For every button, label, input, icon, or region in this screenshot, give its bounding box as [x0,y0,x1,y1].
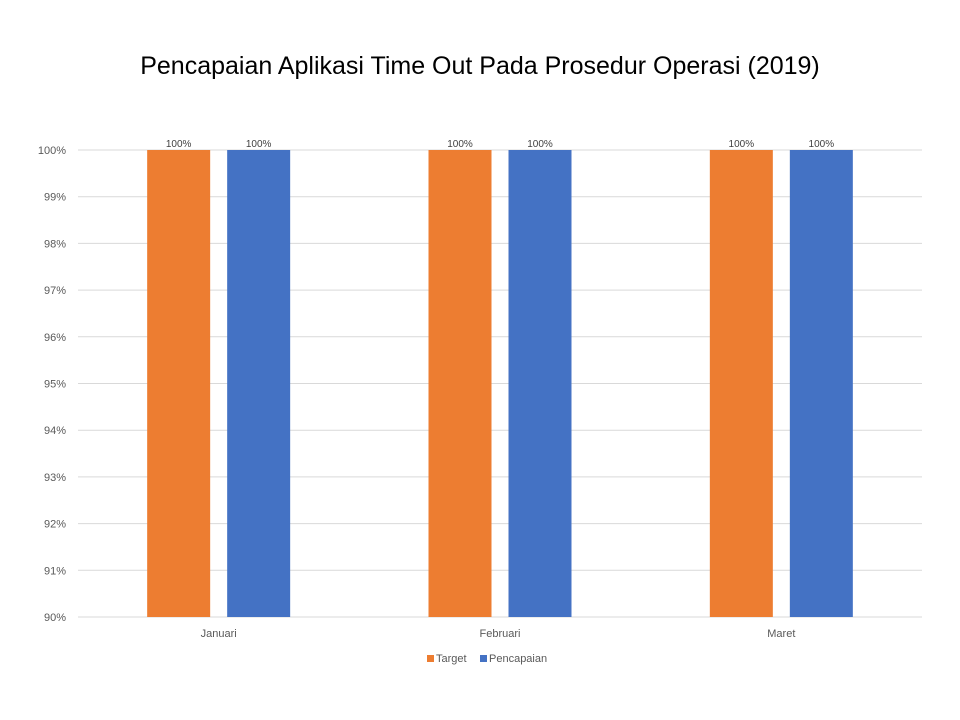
gridlines [78,149,922,618]
data-label: 100% [527,139,553,150]
y-tick-label: 99% [44,192,66,204]
bar-target-februari [428,150,492,617]
y-tick-label: 92% [44,519,66,531]
y-tick-label: 91% [44,565,66,577]
legend-swatch-target [427,655,434,662]
bar-target-maret [709,150,773,617]
bar-pencapaian-februari [508,150,572,617]
y-tick-label: 98% [44,238,66,250]
bar-pencapaian-januari [227,150,291,617]
y-tick-label: 95% [44,379,66,391]
x-tick-label: Januari [201,628,237,640]
bar-target-januari [147,150,211,617]
data-label: 100% [166,139,192,150]
y-axis-tick-labels: 90% 91% 92% 93% 94% 95% 96% 97% 98% 99% 100% [38,145,66,624]
x-tick-label: Maret [767,628,795,640]
bar-pencapaian-maret [789,150,853,617]
x-tick-label: Februari [480,628,521,640]
chart-title: Pencapaian Aplikasi Time Out Pada Prosed… [140,52,820,80]
legend: Target Pencapaian [427,653,547,665]
legend-swatch-pencapaian [480,655,487,662]
y-tick-label: 97% [44,285,66,297]
y-tick-label: 93% [44,472,66,484]
data-label: 100% [447,139,473,150]
data-label: 100% [809,139,835,150]
x-axis-tick-labels: Januari Februari Maret [201,628,796,640]
legend-label-pencapaian: Pencapaian [489,653,547,665]
y-tick-label: 94% [44,425,66,437]
legend-label-target: Target [436,653,467,665]
y-tick-label: 96% [44,332,66,344]
data-label: 100% [729,139,755,150]
data-label: 100% [246,139,272,150]
y-tick-label: 90% [44,612,66,624]
y-tick-label: 100% [38,145,66,157]
data-labels: 100% 100% 100% 100% 100% 100% [166,139,834,150]
bars [147,150,853,617]
